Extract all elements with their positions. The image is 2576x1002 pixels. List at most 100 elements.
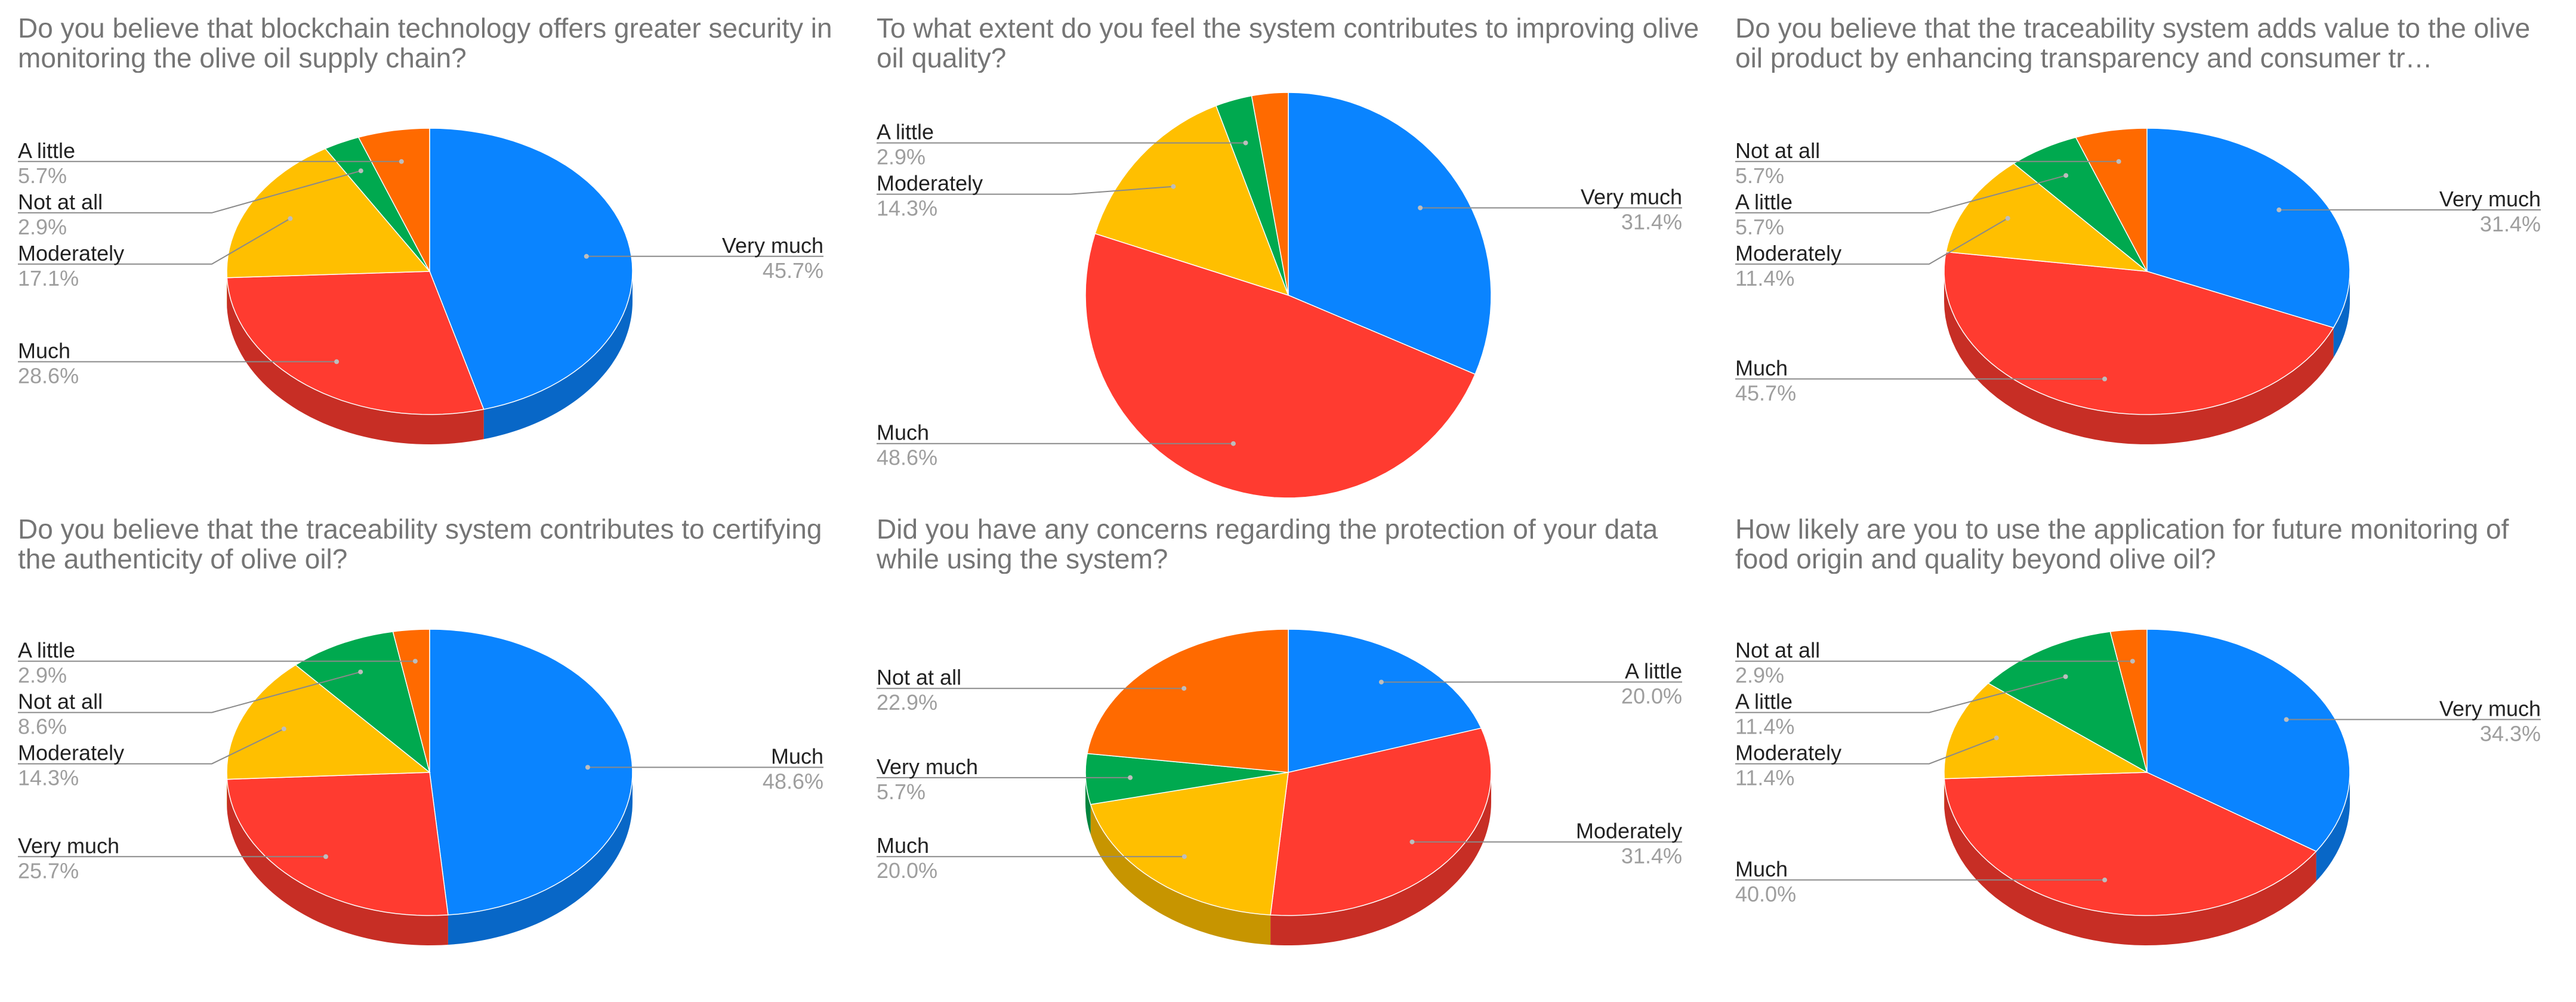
- slice-label-value: 5.7%: [877, 780, 925, 804]
- chart-title: Do you believe that the traceability sys…: [1735, 13, 2531, 73]
- slice-label-name: Much: [877, 420, 929, 445]
- slice-label-value: 31.4%: [1621, 209, 1682, 234]
- slice-label-name: Much: [1735, 856, 1788, 881]
- slice-label-value: 8.6%: [18, 715, 67, 739]
- leader-dot: [585, 765, 590, 770]
- pie-slice: [1090, 772, 1289, 916]
- slice-label-value: 17.1%: [18, 266, 79, 290]
- pie-slice: [429, 128, 633, 410]
- pie-slice: [1288, 92, 1492, 375]
- slice-label-value: 5.7%: [1735, 163, 1784, 188]
- leader-dot: [1181, 854, 1187, 859]
- pie-slice: [1085, 753, 1289, 805]
- pie-side-wall: [227, 779, 448, 945]
- slice-label-name: Very much: [2439, 696, 2541, 720]
- chart-title: How likely are you to use the applicatio…: [1735, 514, 2509, 574]
- slice-label-value: 48.6%: [763, 769, 823, 793]
- leader-dot: [1378, 679, 1384, 685]
- slice-label-value: 2.9%: [18, 663, 67, 688]
- leader-dot: [2063, 674, 2068, 679]
- leader-line: [1735, 175, 2066, 214]
- slice-label-name: Much: [877, 833, 929, 858]
- leader-dot: [358, 669, 363, 675]
- chart-panel-4: Do you believe that the traceability sys…: [0, 501, 859, 1002]
- slice-label-name: A little: [18, 638, 75, 663]
- leader-dot: [1171, 184, 1176, 189]
- pie-slice: [226, 664, 431, 780]
- slice-label-value: 2.9%: [18, 215, 67, 239]
- pie-slice: [1270, 727, 1492, 916]
- leader-dot: [323, 854, 328, 859]
- leader-dot: [412, 658, 418, 664]
- slice-label-value: 11.4%: [1735, 715, 1794, 739]
- slice-label-value: 40.0%: [1735, 882, 1796, 906]
- chart-panel-5: Did you have any concerns regarding the …: [859, 501, 1717, 1002]
- slice-label-value: 2.9%: [1735, 663, 1784, 688]
- slice-label-name: Much: [18, 338, 70, 363]
- slice-label-name: Not at all: [18, 190, 103, 214]
- slice-label-name: Not at all: [18, 689, 103, 714]
- slice-label-name: Moderately: [18, 741, 124, 765]
- slice-label-name: Very much: [722, 233, 823, 258]
- leader-dot: [2116, 159, 2121, 164]
- leader-dot: [2130, 658, 2135, 664]
- pie-slices: [226, 629, 633, 916]
- leader-dot: [334, 359, 340, 364]
- pie-side-wall: [1270, 772, 1491, 945]
- pie-slices: [1943, 128, 2350, 415]
- slice-label-name: Moderately: [1735, 741, 1841, 765]
- pie-side-wall: [2333, 271, 2350, 358]
- chart-panel-6: How likely are you to use the applicatio…: [1717, 501, 2576, 1002]
- pie-side-wall: [1090, 804, 1271, 945]
- leader-dot: [281, 726, 286, 732]
- slice-label-name: Moderately: [18, 241, 124, 265]
- slice-label-name: Very much: [1581, 184, 1682, 209]
- slice-label-name: Very much: [877, 754, 978, 779]
- leader-line: [1735, 737, 1997, 765]
- slice-label-name: A little: [877, 120, 934, 144]
- slice-label-value: 11.4%: [1735, 766, 1794, 790]
- leader-dot: [399, 159, 404, 164]
- slice-label-value: 48.6%: [877, 446, 937, 470]
- pie-slices: [226, 128, 633, 415]
- pie-side-wall: [448, 772, 633, 945]
- pie-slice: [294, 631, 431, 774]
- slice-label-value: 22.9%: [877, 690, 937, 715]
- pie-side-wall: [2316, 772, 2350, 882]
- pie-slice: [2146, 128, 2350, 329]
- leader-dot: [2005, 216, 2010, 221]
- pie-slice: [1251, 92, 1289, 296]
- leader-dot: [1409, 839, 1415, 845]
- slice-label-name: Moderately: [1576, 819, 1682, 843]
- slice-label-name: Not at all: [1735, 138, 1820, 163]
- pie-slice: [1943, 251, 2334, 415]
- leader-dot: [2276, 207, 2282, 212]
- slice-label-name: Much: [771, 744, 823, 768]
- pie-sides: [1944, 271, 2350, 444]
- pie-slice: [226, 772, 449, 916]
- slice-label-value: 45.7%: [1735, 381, 1796, 405]
- slice-label-value: 25.7%: [18, 858, 79, 883]
- slice-label-value: 20.0%: [877, 858, 937, 883]
- leader-dot: [1418, 205, 1423, 211]
- chart-panel-3: Do you believe that the traceability sys…: [1717, 0, 2576, 501]
- slice-label-value: 14.3%: [877, 196, 937, 221]
- slice-label-name: Much: [1735, 355, 1788, 380]
